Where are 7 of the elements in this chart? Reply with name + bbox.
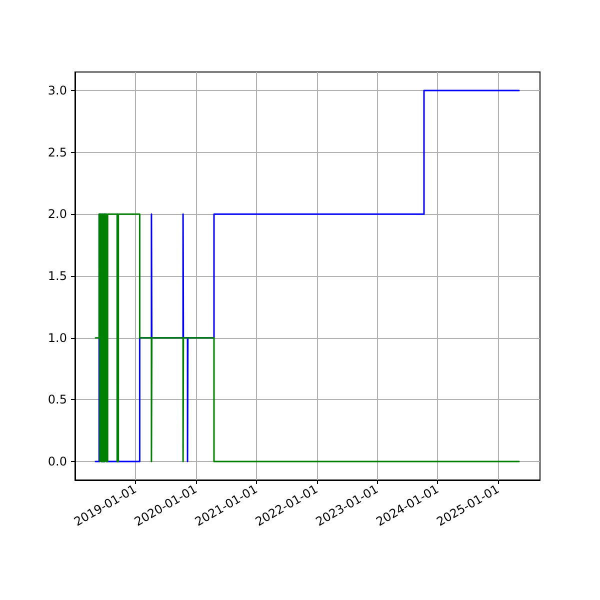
y-tick-label: 2.0 [48, 207, 67, 222]
y-tick-label: 0.5 [48, 392, 67, 407]
y-tick-label: 1.5 [48, 269, 67, 283]
y-tick-label: 0.0 [48, 454, 67, 468]
y-tick-label: 1.0 [48, 330, 67, 345]
y-tick-label: 2.5 [48, 145, 67, 160]
y-tick-label: 3.0 [48, 84, 67, 98]
